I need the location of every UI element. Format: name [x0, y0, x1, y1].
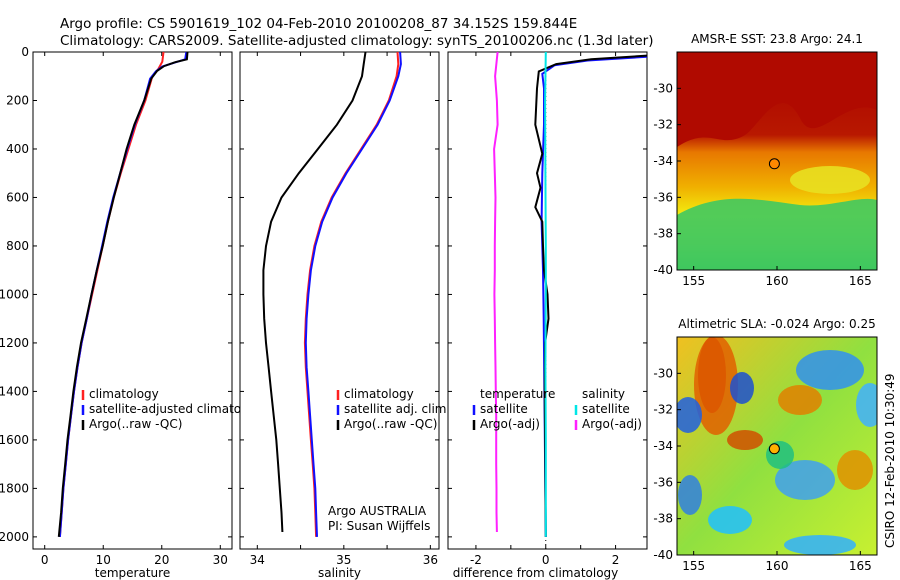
plot-frame — [239, 51, 440, 550]
legend-entry: Argo(..raw -QC) — [344, 417, 437, 431]
y-tick-label: 400 — [6, 142, 29, 156]
legend-entry: temperature — [480, 387, 555, 401]
y-tick-label: -34 — [653, 439, 673, 453]
map-title: AMSR-E SST: 23.8 Argo: 24.1 — [691, 32, 863, 46]
x-axis-label: difference from climatology — [453, 566, 619, 580]
y-tick-label: -30 — [653, 366, 673, 380]
x-tick-label: 20 — [154, 553, 169, 567]
annotation-text: Argo AUSTRALIA — [328, 504, 427, 518]
series-line-argo-raw-qc- — [57, 51, 189, 537]
y-tick-label: -40 — [653, 548, 673, 562]
map-field — [677, 52, 877, 270]
legend-entry: satellite adj. clim. — [344, 402, 450, 416]
sla-anomaly-blob — [727, 430, 763, 450]
series-line-argo-raw-qc- — [262, 51, 367, 533]
y-tick-label: 600 — [6, 190, 29, 204]
x-tick-label: 160 — [766, 274, 789, 288]
legend-entry: salinity — [582, 387, 625, 401]
map-field — [677, 337, 877, 555]
series-line-salinity-satellite — [544, 51, 547, 537]
x-tick-label: 36 — [423, 553, 438, 567]
sla-anomaly-blob — [778, 385, 822, 415]
x-tick-label: 155 — [682, 559, 705, 573]
sla-anomaly-blob — [708, 506, 752, 534]
x-tick-label: 35 — [336, 553, 351, 567]
annotation-text: PI: Susan Wijffels — [328, 519, 430, 533]
sla-anomaly-blob — [784, 535, 856, 555]
x-axis-label: temperature — [95, 566, 170, 580]
y-tick-label: 1200 — [0, 336, 29, 350]
sla-anomaly-blob — [678, 475, 702, 515]
cool-band — [677, 198, 877, 270]
sla-anomaly-blob — [856, 383, 877, 427]
x-axis-label: salinity — [318, 566, 361, 580]
legend-entry: satellite — [480, 402, 528, 416]
x-tick-label: 0 — [542, 553, 550, 567]
sla-anomaly-blob — [694, 337, 738, 435]
x-tick-label: 165 — [849, 559, 872, 573]
sla-anomaly-blob — [796, 350, 864, 390]
sla-map-panel: 155 160 165 -30 -32 -34 -36 -38 -40 Altimetric SL… — [653, 317, 878, 573]
sla-anomaly-blob — [677, 397, 702, 433]
x-tick-label: 2 — [612, 553, 620, 567]
header-line-2: Climatology: CARS2009. Satellite-adjuste… — [60, 33, 653, 49]
y-tick-label: -32 — [653, 118, 673, 132]
y-tick-label: 200 — [6, 93, 29, 107]
sla-anomaly-blob — [766, 441, 794, 469]
argo-location-marker — [768, 443, 780, 455]
x-tick-label: 34 — [250, 553, 265, 567]
y-tick-label: -34 — [653, 154, 673, 168]
x-tick-label: 30 — [213, 553, 228, 567]
y-tick-label: -36 — [653, 190, 673, 204]
legend-entry: climatology — [89, 387, 159, 401]
y-tick-label: 1000 — [0, 287, 29, 301]
x-tick-label: 0 — [41, 553, 49, 567]
y-tick-label: -32 — [653, 403, 673, 417]
y-tick-label: 0 — [21, 45, 29, 59]
argo-location-marker — [768, 158, 780, 170]
y-tick-label: 1800 — [0, 481, 29, 495]
legend-entry: Argo(-adj) — [582, 417, 642, 431]
y-tick-label: -30 — [653, 81, 673, 95]
sla-anomaly-blob — [837, 450, 873, 490]
profile-panel-temperature: 0 200 400 600 800 1000 1200 1400 1600 1800 2000 0 10… — [0, 45, 267, 580]
y-tick-label: -38 — [653, 512, 673, 526]
x-tick-label: 10 — [96, 553, 111, 567]
legend-entry: climatology — [344, 387, 414, 401]
credit-text: CSIRO 12-Feb-2010 10:30:49 — [883, 373, 897, 548]
series-line-satellite-adj-clim- — [304, 51, 402, 537]
y-tick-label: 800 — [6, 239, 29, 253]
y-tick-label: 2000 — [0, 530, 29, 544]
sla-anomaly-blob — [730, 372, 754, 404]
warm-core — [677, 52, 877, 147]
map-title: Altimetric SLA: -0.024 Argo: 0.25 — [678, 317, 875, 331]
plot-frame — [32, 51, 233, 550]
series-line-salinity-argo-adj- — [493, 51, 499, 533]
legend-entry: Argo(-adj) — [480, 417, 540, 431]
x-tick-label: 165 — [849, 274, 872, 288]
y-tick-label: -40 — [653, 263, 673, 277]
legend-entry: satellite-adjusted climatology — [89, 402, 267, 416]
y-tick-label: 1600 — [0, 433, 29, 447]
y-tick-label: -36 — [653, 475, 673, 489]
sst-map-panel: 155 160 165 -30 -32 -34 -36 -38 -40 AMSR-E SST: 2… — [653, 32, 878, 288]
x-tick-label: 160 — [766, 559, 789, 573]
sla-anomaly-blob — [775, 460, 835, 500]
legend-entry: Argo(..raw -QC) — [89, 417, 182, 431]
header-line-1: Argo profile: CS 5901619_102 04-Feb-2010… — [60, 16, 577, 32]
y-tick-label: -38 — [653, 227, 673, 241]
x-tick-label: 155 — [682, 274, 705, 288]
legend-entry: satellite — [582, 402, 630, 416]
yellow-patch — [790, 166, 870, 194]
x-tick-label: -2 — [470, 553, 482, 567]
y-tick-label: 1400 — [0, 384, 29, 398]
